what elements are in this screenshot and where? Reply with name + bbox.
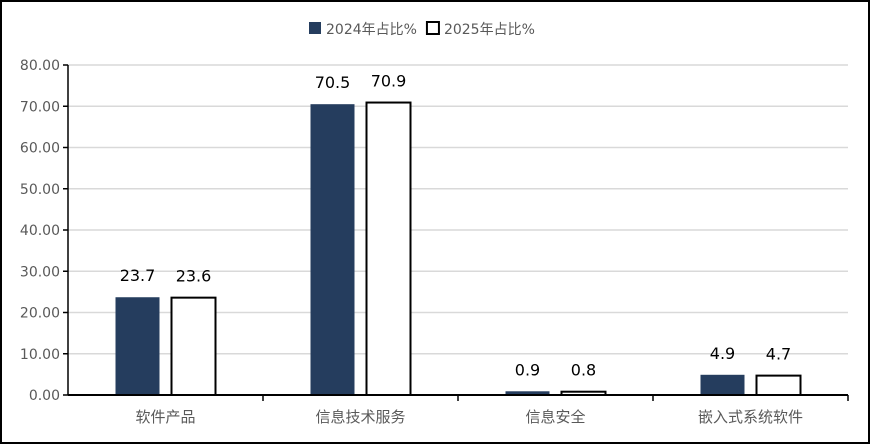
data-label: 23.7 — [120, 266, 156, 285]
x-tick-label: 嵌入式系统软件 — [698, 408, 803, 426]
y-tick-label: 20.00 — [20, 306, 60, 322]
bar — [755, 374, 802, 396]
x-tick-label: 信息安全 — [525, 408, 585, 426]
bar — [310, 104, 355, 395]
data-label: 23.6 — [176, 267, 212, 286]
y-tick-label: 40.00 — [20, 223, 60, 239]
y-tick-label: 80.00 — [20, 58, 60, 74]
legend-label: 2025年占比% — [444, 22, 535, 38]
bar — [700, 374, 745, 395]
legend-swatch — [309, 22, 321, 34]
y-tick-label: 50.00 — [20, 182, 60, 198]
data-label: 4.9 — [710, 344, 735, 363]
bar — [115, 297, 160, 395]
y-tick-label: 10.00 — [20, 347, 60, 363]
y-tick-label: 30.00 — [20, 264, 60, 280]
bar — [505, 391, 550, 395]
x-tick-label: 软件产品 — [135, 408, 195, 426]
y-tick-label: 60.00 — [20, 141, 60, 157]
bar — [365, 101, 412, 396]
data-label: 4.7 — [766, 345, 791, 364]
bar — [170, 296, 217, 396]
data-label: 0.9 — [515, 360, 540, 379]
x-tick-label: 信息技术服务 — [315, 408, 405, 426]
y-tick-label: 70.00 — [20, 99, 60, 115]
legend-label: 2024年占比% — [326, 22, 417, 38]
data-label: 0.8 — [571, 361, 596, 380]
data-label: 70.5 — [315, 73, 351, 92]
data-label: 70.9 — [371, 72, 407, 91]
y-tick-label: 0.00 — [29, 388, 60, 404]
legend-swatch — [425, 21, 440, 35]
